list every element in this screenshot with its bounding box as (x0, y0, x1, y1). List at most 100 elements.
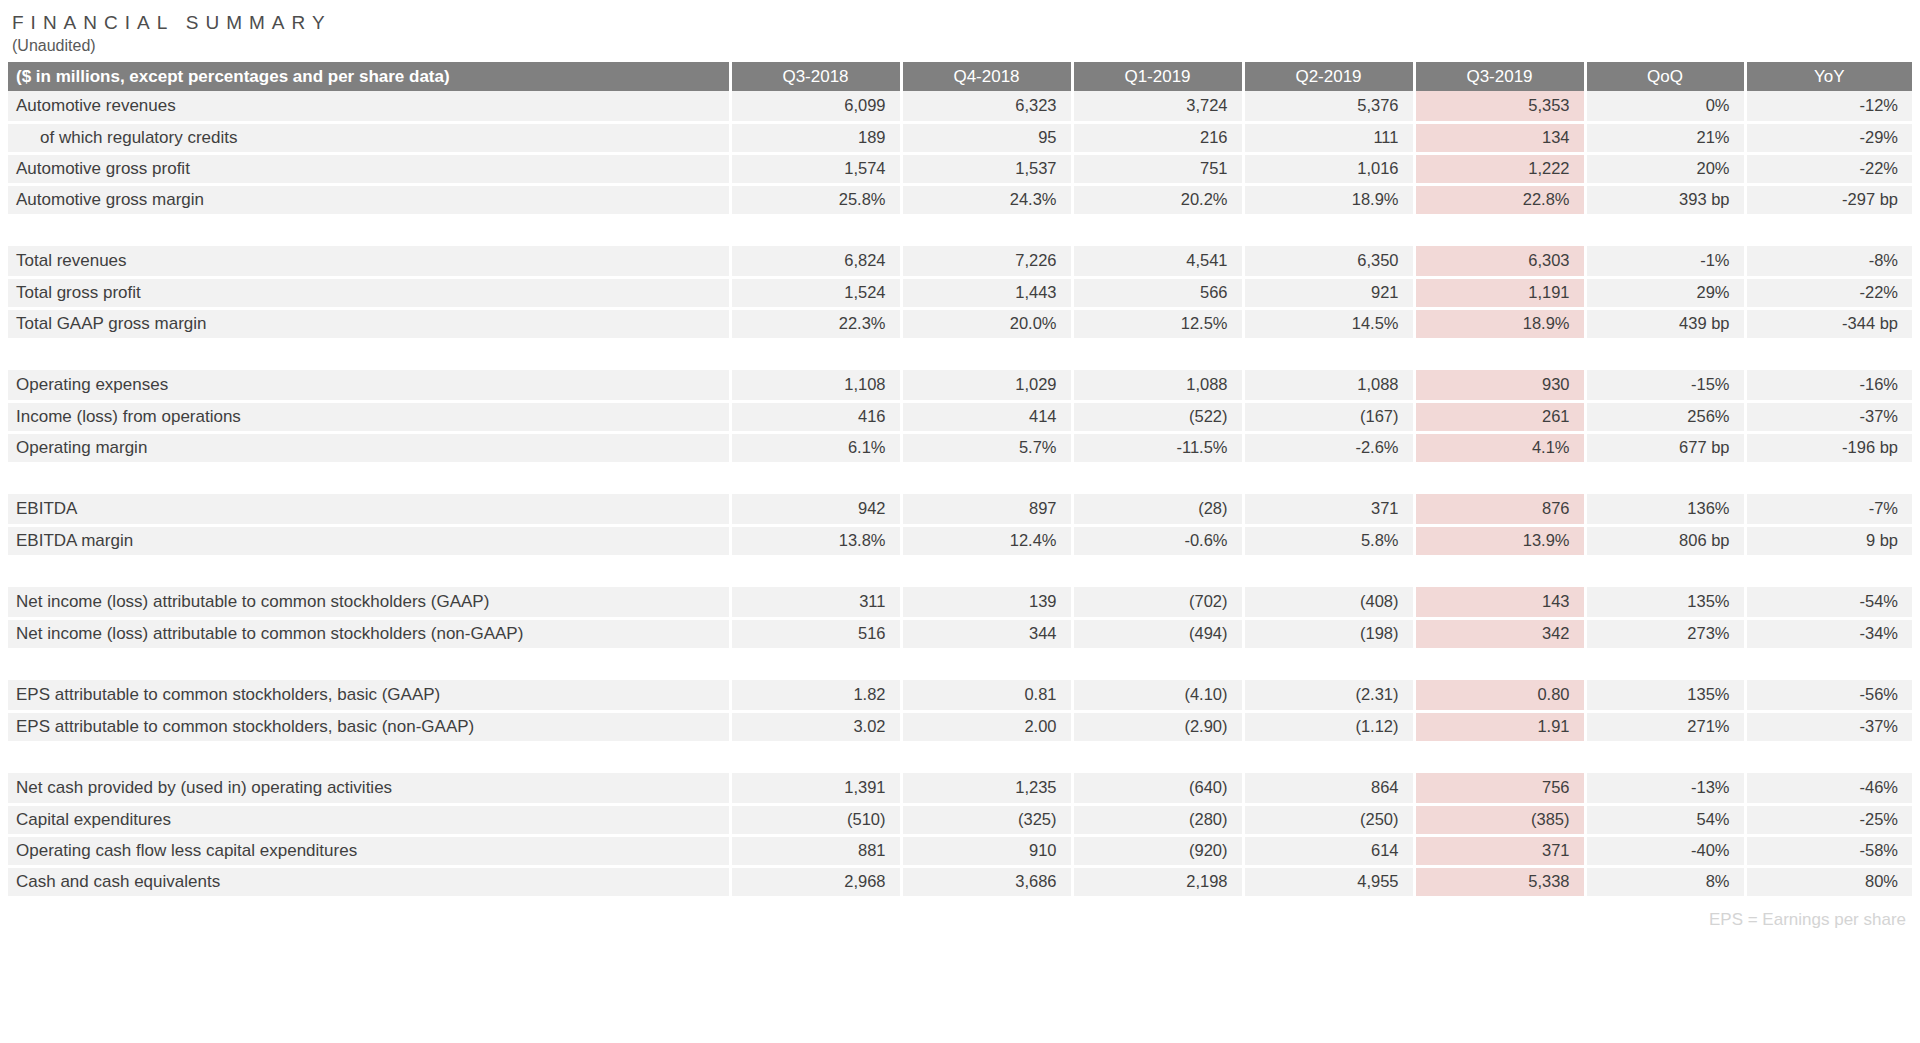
row-label: Net cash provided by (used in) operating… (8, 773, 730, 804)
cell-highlighted: 371 (1414, 835, 1585, 866)
column-header: Q3-2019 (1414, 62, 1585, 91)
spacer-cell (8, 215, 1912, 246)
row-label: Total GAAP gross margin (8, 308, 730, 339)
table-row: Income (loss) from operations416414(522)… (8, 401, 1912, 432)
cell: -0.6% (1072, 525, 1243, 556)
row-label: Operating expenses (8, 370, 730, 401)
cell: (167) (1243, 401, 1414, 432)
cell: 273% (1585, 618, 1745, 649)
cell: -13% (1585, 773, 1745, 804)
cell: (198) (1243, 618, 1414, 649)
column-header: YoY (1745, 62, 1912, 91)
cell: 371 (1243, 494, 1414, 525)
financial-summary-table: ($ in millions, except percentages and p… (8, 62, 1912, 899)
cell: -1% (1585, 246, 1745, 277)
cell: -297 bp (1745, 184, 1912, 215)
cell: 897 (901, 494, 1072, 525)
cell-highlighted: 0.80 (1414, 680, 1585, 711)
cell: 24.3% (901, 184, 1072, 215)
cell: 1,016 (1243, 153, 1414, 184)
section-spacer (8, 649, 1912, 680)
cell: 20.0% (901, 308, 1072, 339)
cell-highlighted: 1,191 (1414, 277, 1585, 308)
table-row: Capital expenditures(510)(325)(280)(250)… (8, 804, 1912, 835)
table-row: of which regulatory credits1899521611113… (8, 122, 1912, 153)
cell: 414 (901, 401, 1072, 432)
cell: 2.00 (901, 711, 1072, 742)
table-row: Net income (loss) attributable to common… (8, 618, 1912, 649)
spacer-cell (8, 463, 1912, 494)
cell: 80% (1745, 866, 1912, 897)
footnote: EPS = Earnings per share (8, 910, 1912, 930)
cell-highlighted: 22.8% (1414, 184, 1585, 215)
cell: 12.5% (1072, 308, 1243, 339)
cell: 3,686 (901, 866, 1072, 897)
cell: 22.3% (730, 308, 901, 339)
cell: 921 (1243, 277, 1414, 308)
cell-highlighted: 13.9% (1414, 525, 1585, 556)
cell-highlighted: 756 (1414, 773, 1585, 804)
cell: -22% (1745, 153, 1912, 184)
cell: -58% (1745, 835, 1912, 866)
cell: 6,824 (730, 246, 901, 277)
cell: 135% (1585, 587, 1745, 618)
cell: 9 bp (1745, 525, 1912, 556)
table-row: EBITDA942897(28)371876136%-7% (8, 494, 1912, 525)
cell: 1,235 (901, 773, 1072, 804)
cell: 25.8% (730, 184, 901, 215)
cell: -40% (1585, 835, 1745, 866)
row-label: Total revenues (8, 246, 730, 277)
cell: (28) (1072, 494, 1243, 525)
cell: -34% (1745, 618, 1912, 649)
cell: -11.5% (1072, 432, 1243, 463)
cell: 271% (1585, 711, 1745, 742)
cell: 1,524 (730, 277, 901, 308)
table-row: Automotive gross margin25.8%24.3%20.2%18… (8, 184, 1912, 215)
cell-highlighted: 143 (1414, 587, 1585, 618)
page-title: FINANCIAL SUMMARY (8, 12, 1912, 34)
cell: 4,541 (1072, 246, 1243, 277)
cell: 5.8% (1243, 525, 1414, 556)
cell: -22% (1745, 277, 1912, 308)
table-row: Automotive revenues6,0996,3233,7245,3765… (8, 91, 1912, 122)
column-header: Q2-2019 (1243, 62, 1414, 91)
column-header: Q4-2018 (901, 62, 1072, 91)
column-header: QoQ (1585, 62, 1745, 91)
column-header: Q1-2019 (1072, 62, 1243, 91)
cell: 344 (901, 618, 1072, 649)
table-row: EPS attributable to common stockholders,… (8, 711, 1912, 742)
row-label: EBITDA (8, 494, 730, 525)
cell: -37% (1745, 401, 1912, 432)
row-label: EPS attributable to common stockholders,… (8, 711, 730, 742)
cell: 0% (1585, 91, 1745, 122)
cell: (2.31) (1243, 680, 1414, 711)
row-label: of which regulatory credits (8, 122, 730, 153)
column-header: Q3-2018 (730, 62, 901, 91)
cell-highlighted: 1,222 (1414, 153, 1585, 184)
cell: 29% (1585, 277, 1745, 308)
units-column-header: ($ in millions, except percentages and p… (8, 62, 730, 91)
cell: (702) (1072, 587, 1243, 618)
cell: -37% (1745, 711, 1912, 742)
cell: 12.4% (901, 525, 1072, 556)
row-label: Income (loss) from operations (8, 401, 730, 432)
cell: 1,391 (730, 773, 901, 804)
cell: 6,350 (1243, 246, 1414, 277)
table-row: EBITDA margin13.8%12.4%-0.6%5.8%13.9%806… (8, 525, 1912, 556)
cell: 516 (730, 618, 901, 649)
table-row: Total revenues6,8247,2264,5416,3506,303-… (8, 246, 1912, 277)
cell: 1,029 (901, 370, 1072, 401)
cell: 4,955 (1243, 866, 1414, 897)
cell: (2.90) (1072, 711, 1243, 742)
cell: 1,088 (1243, 370, 1414, 401)
cell: 311 (730, 587, 901, 618)
cell: (4.10) (1072, 680, 1243, 711)
cell: 95 (901, 122, 1072, 153)
cell: -7% (1745, 494, 1912, 525)
cell: 54% (1585, 804, 1745, 835)
cell: 6,323 (901, 91, 1072, 122)
cell: 1,088 (1072, 370, 1243, 401)
cell: 6.1% (730, 432, 901, 463)
cell: 3.02 (730, 711, 901, 742)
cell: 1,443 (901, 277, 1072, 308)
